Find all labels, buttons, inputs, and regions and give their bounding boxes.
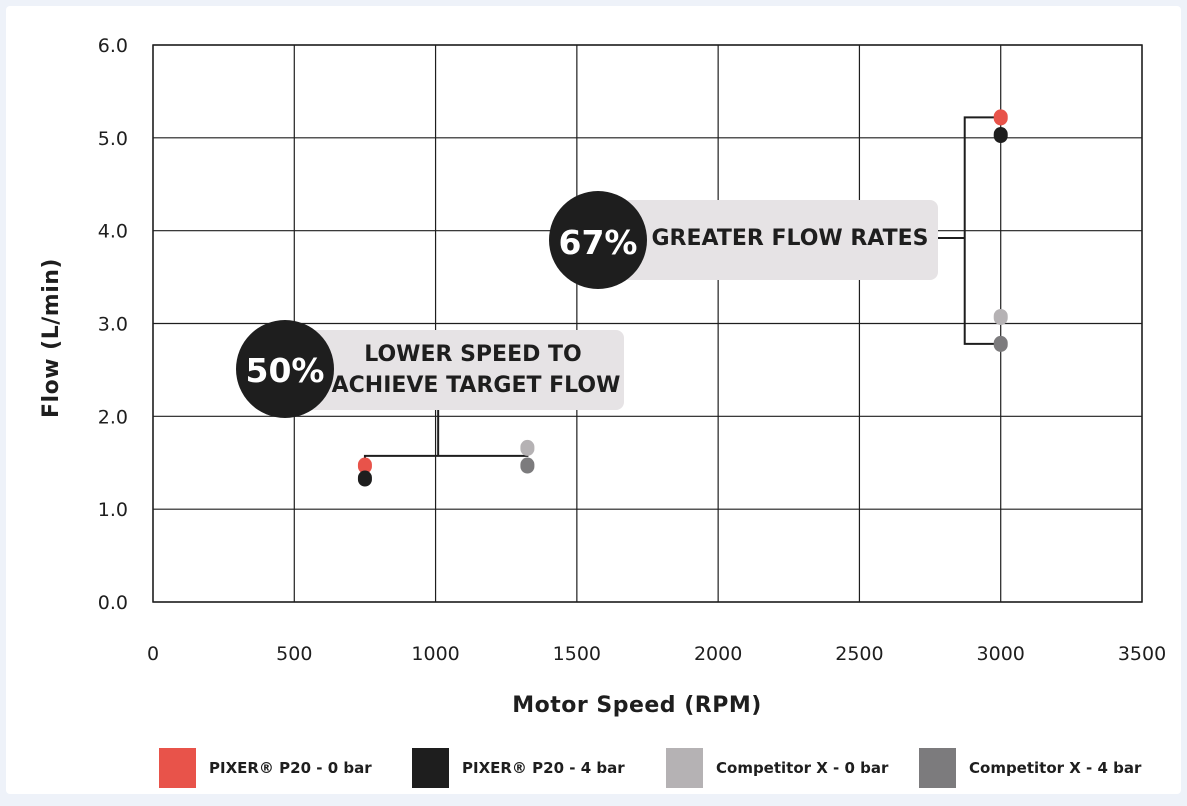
point-s0-p1 <box>993 109 1008 126</box>
x-tick-labels: 0 500 1000 1500 2000 2500 3000 3500 <box>147 643 1166 665</box>
legend: PIXER® P20 - 0 bar PIXER® P20 - 4 bar Comp… <box>159 748 1142 788</box>
legend-swatch-1 <box>412 748 449 788</box>
x-tick-label-5: 2500 <box>835 643 883 665</box>
point-s3-p1 <box>993 335 1008 352</box>
bracket-lower-speed <box>363 447 529 466</box>
y-tick-label-6: 6.0 <box>98 35 128 57</box>
callout-lower-speed-line-2: ACHIEVE TARGET FLOW <box>332 373 621 398</box>
legend-label-2: Competitor X - 0 bar <box>716 759 889 777</box>
callout-greater-flow-box <box>606 200 938 280</box>
y-tick-label-4: 4.0 <box>98 221 128 243</box>
x-tick-label-2: 1000 <box>411 643 459 665</box>
x-tick-label-6: 3000 <box>977 643 1025 665</box>
bracket-greater-flow <box>963 116 1001 345</box>
point-s2-p0 <box>520 439 535 456</box>
callout-greater-flow-line-1: GREATER FLOW RATES <box>651 226 928 251</box>
point-s3-p0 <box>520 457 535 474</box>
callout-lower-speed-badge <box>236 320 334 418</box>
callout-lower-speed-percent: 50% <box>246 351 325 390</box>
flow-vs-speed-chart: 0 500 1000 1500 2000 2500 3000 3500 0.0 1.0 2.0 3.… <box>39 35 1166 788</box>
point-s1-p1 <box>993 127 1008 144</box>
legend-swatch-2 <box>666 748 703 788</box>
callout-greater-flow-badge <box>549 191 647 289</box>
legend-label-1: PIXER® P20 - 4 bar <box>462 759 625 777</box>
legend-swatch-0 <box>159 748 196 788</box>
y-axis-title: Flow (L/min) <box>39 258 64 418</box>
point-s1-p0 <box>357 470 372 487</box>
y-tick-label-1: 1.0 <box>98 499 128 521</box>
x-tick-label-7: 3500 <box>1118 643 1166 665</box>
y-tick-label-5: 5.0 <box>98 128 128 150</box>
legend-swatch-3 <box>919 748 956 788</box>
callout-lower-speed-line-1: LOWER SPEED TO <box>364 342 582 367</box>
x-tick-label-3: 1500 <box>553 643 601 665</box>
data-points <box>357 109 1008 487</box>
y-tick-label-2: 2.0 <box>98 406 128 428</box>
callout-greater-flow: 67% GREATER FLOW RATES <box>549 191 938 289</box>
x-tick-label-0: 0 <box>147 643 159 665</box>
point-s0-p0 <box>357 457 372 474</box>
legend-label-0: PIXER® P20 - 0 bar <box>209 759 372 777</box>
legend-label-3: Competitor X - 4 bar <box>969 759 1142 777</box>
callout-lower-speed-box <box>296 330 624 410</box>
y-tick-label-3: 3.0 <box>98 314 128 336</box>
y-tick-labels: 0.0 1.0 2.0 3.0 4.0 5.0 6.0 <box>98 35 128 614</box>
y-tick-label-0: 0.0 <box>98 592 128 614</box>
callout-greater-flow-percent: 67% <box>559 223 638 262</box>
x-tick-label-1: 500 <box>276 643 312 665</box>
callout-lower-speed: 50% LOWER SPEED TO ACHIEVE TARGET FLOW <box>236 320 624 418</box>
callout-brackets <box>363 116 1001 466</box>
x-tick-label-4: 2000 <box>694 643 742 665</box>
x-axis-title: Motor Speed (RPM) <box>512 693 762 718</box>
point-s2-p1 <box>993 309 1008 326</box>
chart-card: 0 500 1000 1500 2000 2500 3000 3500 0.0 1.0 2.0 3.… <box>6 6 1181 794</box>
plot-frame <box>152 44 1143 603</box>
